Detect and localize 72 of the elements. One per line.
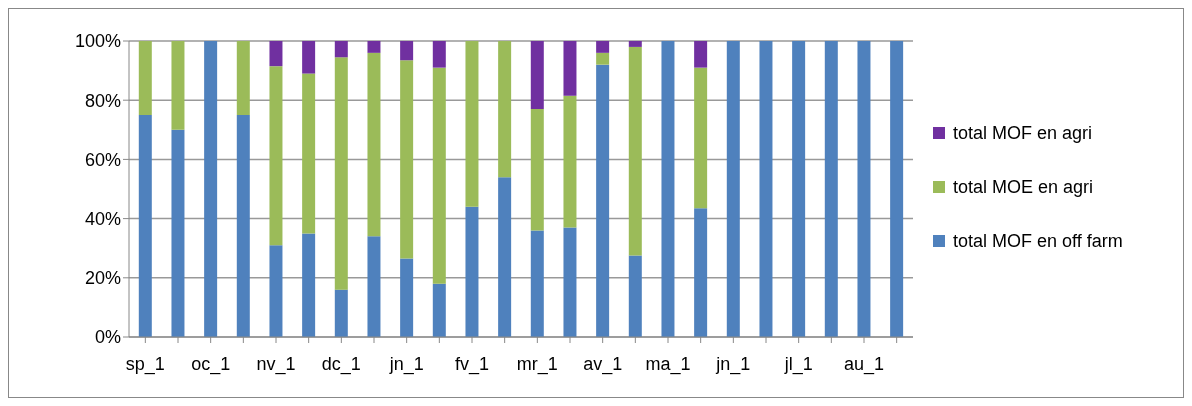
bar xyxy=(236,41,250,115)
bar xyxy=(171,129,185,337)
x-tick-label: av_1 xyxy=(583,353,623,375)
bar xyxy=(138,115,152,337)
x-tick-label: dc_1 xyxy=(321,353,361,375)
bar xyxy=(596,41,610,53)
bar xyxy=(367,236,381,337)
bar xyxy=(236,115,250,337)
x-tick-label: ma_1 xyxy=(645,353,691,375)
bar xyxy=(661,41,675,337)
y-tick-label: 20% xyxy=(84,268,121,289)
y-tick-label: 80% xyxy=(84,90,121,111)
bar xyxy=(596,64,610,337)
y-tick-label: 40% xyxy=(84,208,121,229)
bar xyxy=(302,41,316,74)
bar xyxy=(726,41,740,337)
bar xyxy=(498,41,512,178)
bar xyxy=(302,73,316,234)
bar xyxy=(563,95,577,228)
bar xyxy=(302,233,316,337)
x-tick-label: oc_1 xyxy=(191,353,231,375)
bar xyxy=(269,245,283,337)
x-tick-label: mr_1 xyxy=(516,353,558,375)
y-tick-label: 0% xyxy=(94,327,121,348)
bar xyxy=(498,177,512,337)
x-tick-label: fv_1 xyxy=(454,353,490,375)
x-tick-label: jn_1 xyxy=(388,353,424,375)
legend-label: total MOE en agri xyxy=(953,176,1094,198)
y-tick-label: 100% xyxy=(74,31,121,52)
bar xyxy=(334,57,348,290)
bar xyxy=(334,41,348,58)
bar xyxy=(530,230,544,337)
bar xyxy=(694,41,708,68)
bar xyxy=(628,255,642,337)
bar xyxy=(563,41,577,96)
bar xyxy=(465,41,479,207)
x-tick-label: au_1 xyxy=(843,353,885,375)
legend-label: total MOF en agri xyxy=(953,122,1093,144)
bar xyxy=(596,52,610,65)
bar xyxy=(432,41,446,68)
x-tick-label: nv_1 xyxy=(256,353,296,375)
bar xyxy=(857,41,871,337)
y-tick-label: 60% xyxy=(84,149,121,170)
bar xyxy=(138,41,152,115)
bar xyxy=(530,41,544,110)
bar xyxy=(694,67,708,209)
bar xyxy=(465,206,479,337)
x-tick-label: jn_1 xyxy=(715,353,751,375)
bar xyxy=(269,66,283,246)
bar xyxy=(400,41,414,61)
bar xyxy=(334,289,348,337)
bar xyxy=(367,41,381,53)
bar xyxy=(759,41,773,337)
bar xyxy=(432,283,446,337)
x-tick-label: sp_1 xyxy=(125,353,165,375)
bar xyxy=(432,67,446,284)
bar xyxy=(400,60,414,259)
bar xyxy=(563,227,577,337)
legend-label: total MOF en off farm xyxy=(953,230,1123,252)
bar xyxy=(694,208,708,337)
bar xyxy=(367,52,381,237)
bar xyxy=(530,109,544,231)
bar xyxy=(400,258,414,337)
bar xyxy=(628,46,642,256)
bar xyxy=(890,41,904,337)
bar xyxy=(824,41,838,337)
bar xyxy=(628,41,642,47)
bar xyxy=(171,41,185,130)
x-tick-label: jl_1 xyxy=(783,353,813,375)
bar xyxy=(792,41,806,337)
bar xyxy=(269,41,283,67)
bar xyxy=(204,41,218,337)
